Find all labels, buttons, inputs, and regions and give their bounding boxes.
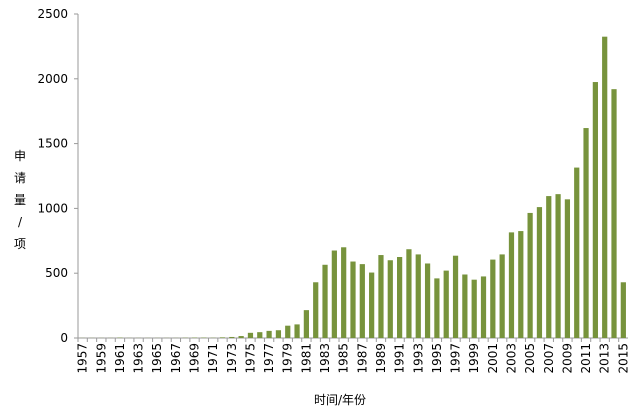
bar [452, 255, 459, 338]
x-tick-label: 2007 [542, 343, 556, 374]
x-tick-label: 2005 [523, 343, 537, 374]
y-tick-label: 2500 [37, 7, 68, 21]
x-tick-label: 1965 [150, 343, 164, 374]
bar [574, 167, 580, 338]
bar [583, 128, 589, 338]
y-tick-label: 500 [45, 266, 68, 280]
x-tick-label: 1997 [449, 343, 463, 374]
bar [313, 282, 319, 338]
x-tick-label: 1987 [355, 343, 369, 374]
y-tick-label: 0 [60, 331, 68, 345]
x-tick-label: 1957 [76, 343, 90, 374]
bar [536, 207, 543, 338]
bar [406, 249, 412, 338]
bar [443, 270, 449, 338]
bar [462, 274, 468, 338]
bar [322, 264, 328, 338]
bar [229, 336, 235, 338]
bar [592, 82, 598, 338]
x-tick-label: 1969 [188, 343, 202, 374]
bar [350, 261, 356, 338]
x-tick-label: 1973 [225, 343, 239, 374]
x-tick-label: 2015 [616, 343, 630, 374]
bar [238, 336, 244, 338]
bar [266, 330, 272, 338]
x-tick-label: 1983 [318, 343, 332, 374]
x-tick-label: 1967 [169, 343, 183, 374]
bar [518, 231, 524, 338]
y-tick-label: 2000 [37, 72, 68, 86]
x-tick-label: 1959 [94, 343, 108, 374]
bar [294, 324, 300, 338]
bar [397, 257, 403, 338]
bar [415, 254, 421, 338]
bar [620, 282, 626, 338]
bar [359, 264, 365, 338]
x-tick-label: 2013 [598, 343, 612, 374]
x-tick-label: 2001 [486, 343, 500, 374]
bar [434, 278, 440, 338]
bar [471, 279, 477, 338]
x-tick-label: 2011 [579, 343, 593, 374]
bar [555, 194, 561, 338]
x-tick-label: 1979 [281, 343, 295, 374]
bar [490, 259, 496, 338]
bar [546, 196, 552, 338]
x-tick-label: 2003 [504, 343, 518, 374]
x-tick-label: 1993 [411, 343, 425, 374]
bar [341, 247, 347, 338]
bar [257, 332, 263, 338]
y-tick-label: 1500 [37, 137, 68, 151]
bar [369, 272, 375, 338]
x-tick-label: 1985 [337, 343, 351, 374]
x-tick-label: 1963 [132, 343, 146, 374]
x-tick-label: 1999 [467, 343, 481, 374]
bar [275, 330, 282, 338]
bar [219, 337, 226, 338]
bar [331, 250, 337, 338]
bar [527, 212, 533, 338]
bar [508, 232, 515, 338]
bar [247, 332, 254, 338]
bar [378, 255, 384, 338]
bar [611, 89, 617, 338]
x-tick-label: 1991 [393, 343, 407, 374]
bar [499, 254, 505, 338]
bar [564, 199, 571, 338]
x-tick-label: 1961 [113, 343, 127, 374]
x-tick-label: 1975 [243, 343, 257, 374]
x-tick-label: 1977 [262, 343, 276, 374]
bar [602, 36, 608, 339]
bar [424, 263, 431, 338]
x-tick-label: 1971 [206, 343, 220, 374]
x-tick-label: 1995 [430, 343, 444, 374]
bar [285, 325, 291, 338]
x-tick-label: 1989 [374, 343, 388, 374]
bar [303, 310, 309, 338]
bar [387, 260, 393, 338]
x-axis-label: 时间/年份 [314, 393, 366, 407]
y-tick-label: 1000 [37, 201, 68, 215]
x-tick-label: 1981 [299, 343, 313, 374]
bar [480, 276, 487, 338]
y-axis-label: 申请量/项 [14, 149, 26, 251]
x-tick-label: 2009 [560, 343, 574, 374]
